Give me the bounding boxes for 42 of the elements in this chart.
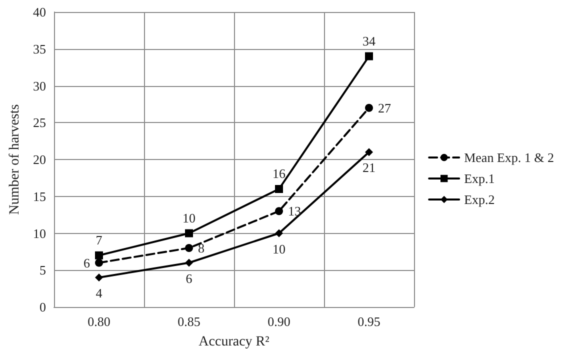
data-label: 4: [96, 286, 103, 300]
point: [95, 258, 103, 267]
y-tick-label: 30: [33, 78, 46, 94]
data-label: 8: [198, 240, 204, 256]
x-tick-label: 0.85: [178, 314, 200, 329]
data-label: 27: [378, 100, 392, 116]
data-label: 16: [272, 166, 286, 181]
y-tick-label: 40: [33, 4, 46, 20]
y-tick-label: 25: [33, 115, 46, 130]
y-tick-label: 0: [40, 300, 46, 314]
x-tick-label: 0.95: [358, 314, 380, 329]
x-tick-label: 0.80: [88, 314, 110, 329]
point: [275, 207, 283, 216]
point: [275, 229, 283, 238]
point: [95, 274, 103, 282]
data-label: 34: [362, 33, 376, 48]
legend-label: Exp.1: [464, 171, 495, 186]
y-tick-label: 10: [33, 226, 46, 241]
y-tick-label: 5: [40, 262, 46, 278]
y-tick-label: 20: [33, 152, 46, 167]
point: [365, 148, 373, 156]
x-axis-title: Accuracy R²: [198, 334, 270, 350]
data-label: 10: [182, 210, 196, 226]
data-label: 7: [96, 232, 103, 248]
point: [185, 229, 193, 238]
y-axis-title: Number of harvests: [8, 104, 22, 215]
point: [365, 52, 373, 60]
point: [95, 251, 103, 260]
data-label: 6: [186, 270, 193, 286]
legend-label: Exp.2: [464, 192, 495, 207]
data-label: 10: [272, 241, 286, 256]
y-tick-label: 15: [33, 188, 46, 204]
point: [185, 244, 193, 252]
point: [185, 258, 193, 267]
legend-label: Mean Exp. 1 & 2: [464, 150, 554, 165]
data-label: 13: [288, 204, 301, 219]
data-label: 21: [362, 160, 376, 176]
data-label: 6: [84, 255, 90, 270]
point: [275, 185, 283, 193]
point: [365, 104, 373, 112]
y-tick-label: 35: [33, 41, 46, 56]
x-tick-label: 0.90: [268, 314, 290, 329]
